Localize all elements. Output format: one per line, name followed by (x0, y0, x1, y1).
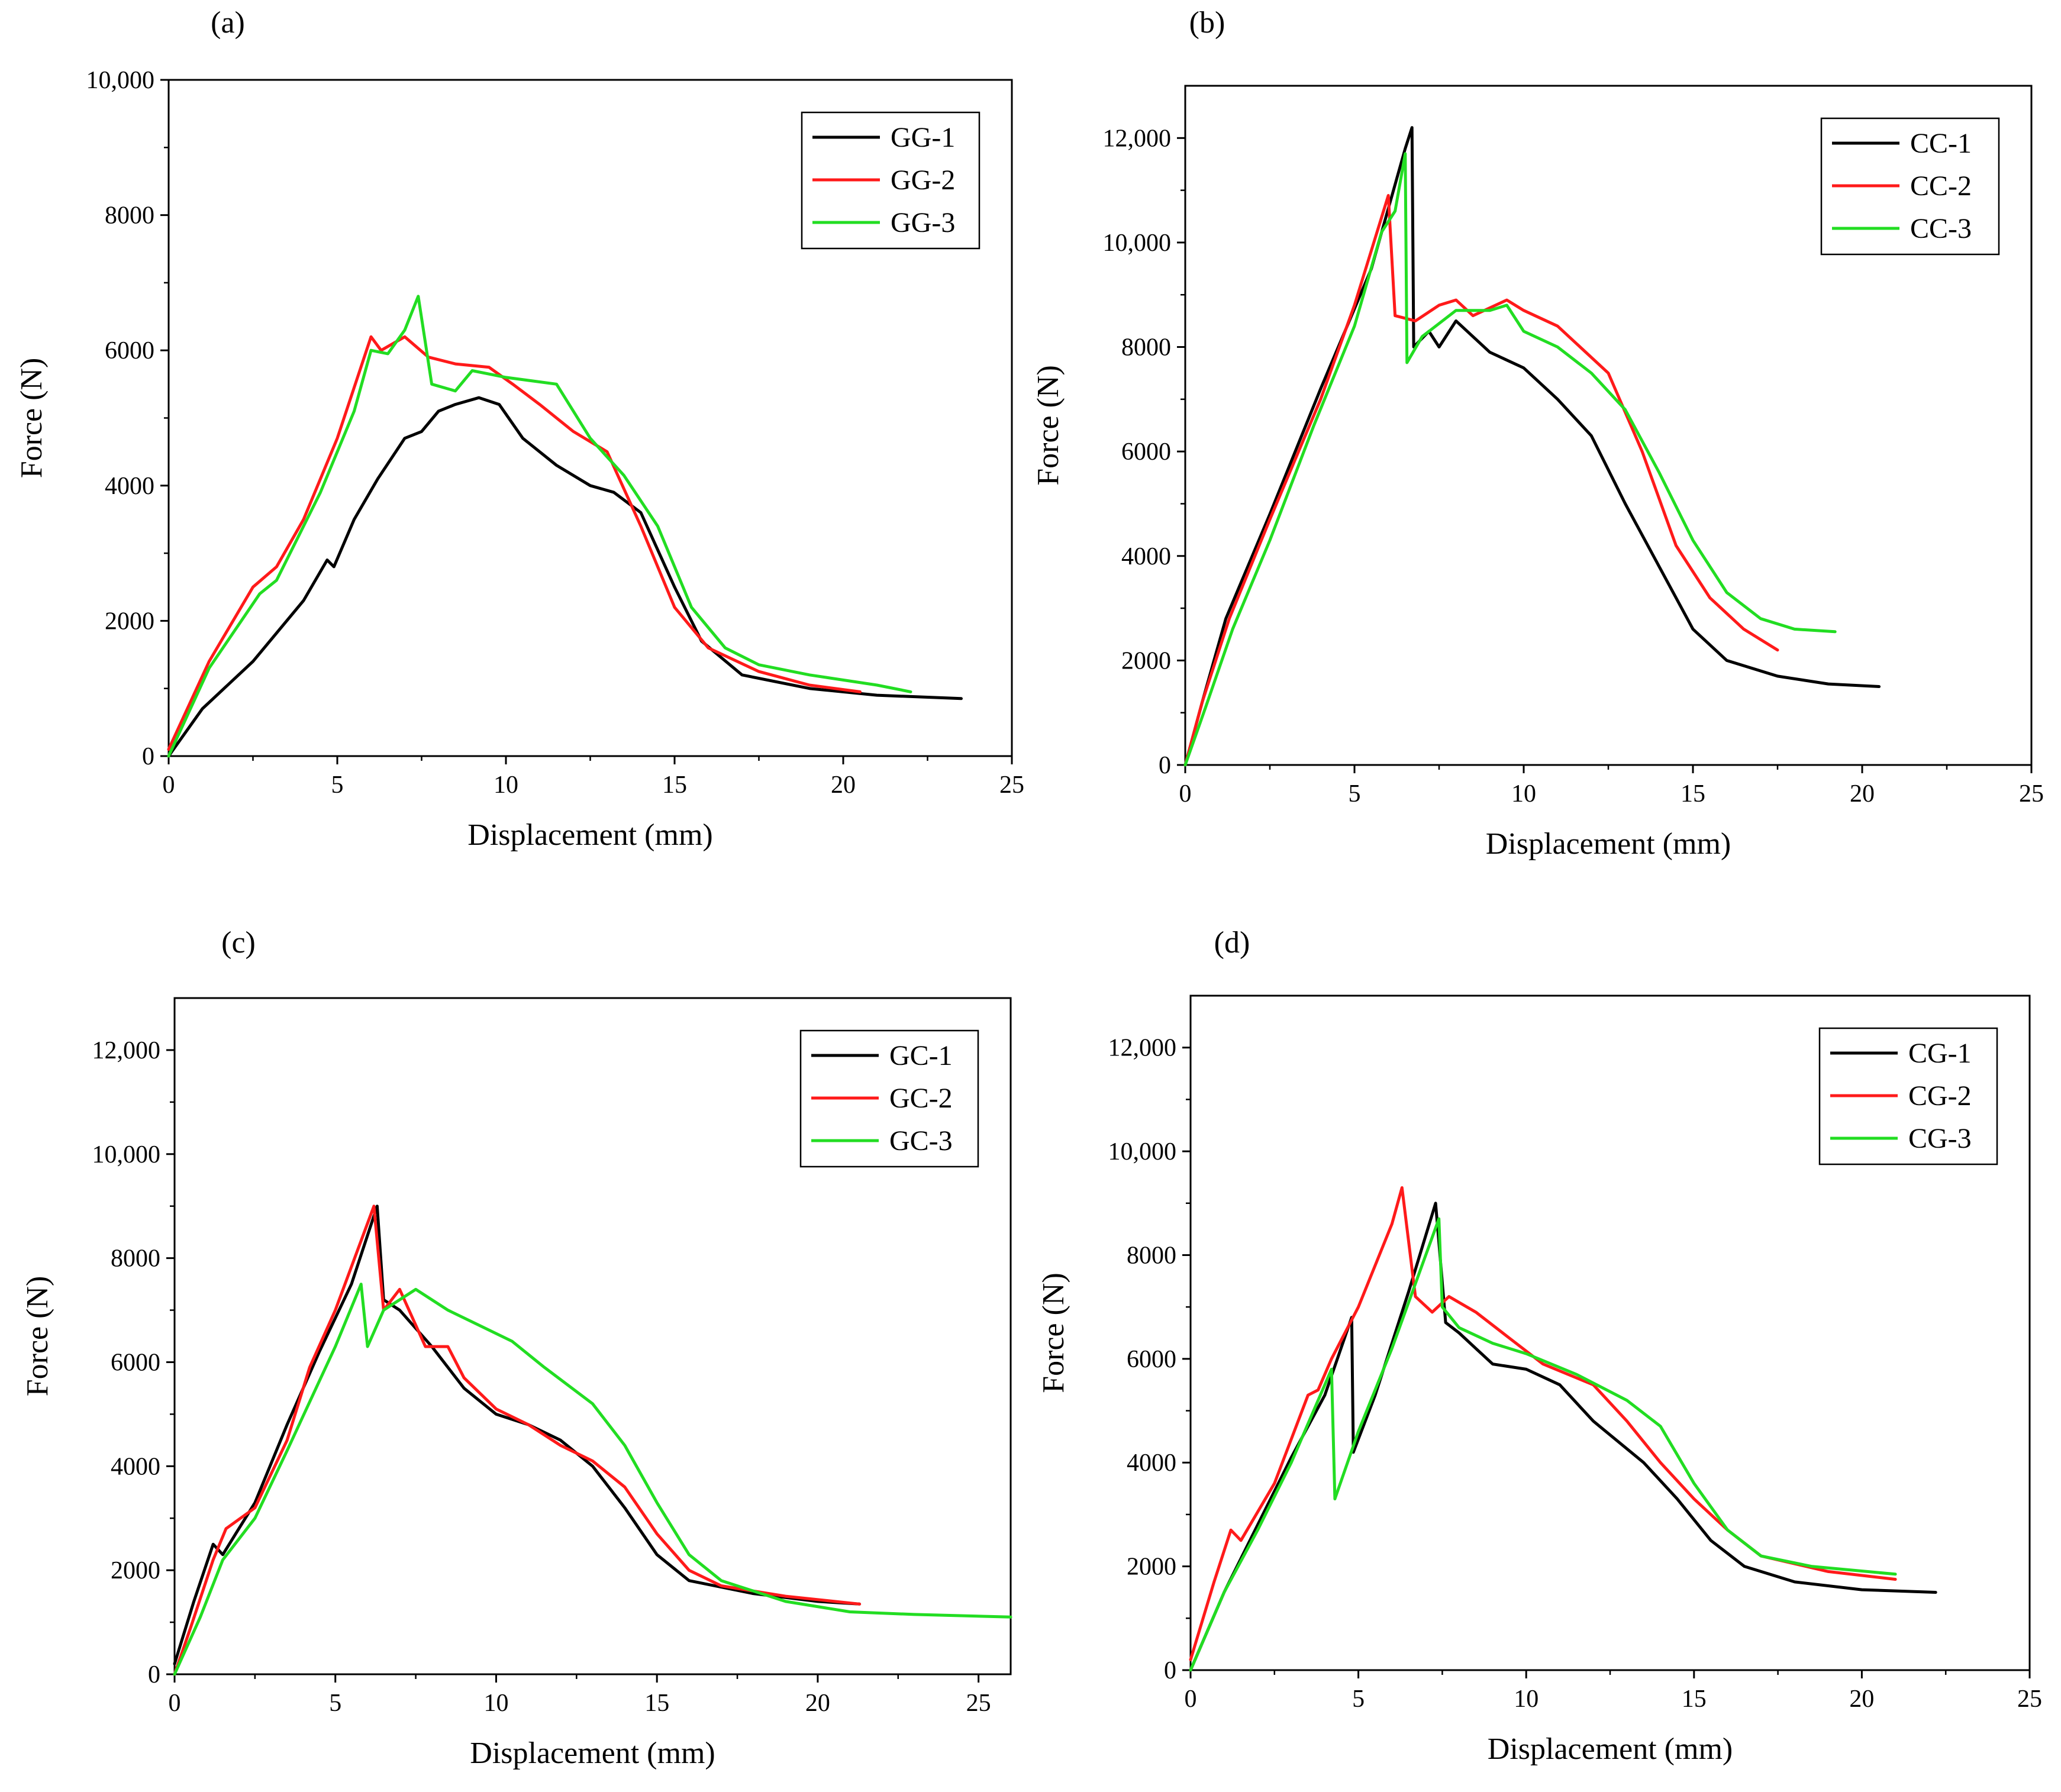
x-tick-label: 10 (1514, 1686, 1539, 1713)
panel-c: (c) 0 5 10 15 20 25 0 2000 4000 6000 8000 10,000 12,0… (21, 926, 1012, 1770)
y-tick-label: 2000 (1121, 647, 1171, 674)
x-tick-label: 5 (331, 771, 344, 799)
legend: CC-1 CC-2 CC-3 (1820, 117, 2000, 256)
y-tick-label: 12,000 (92, 1037, 161, 1064)
x-axis-title: Displacement (mm) (470, 1736, 715, 1770)
y-axis-title: Force (N) (1037, 1273, 1070, 1393)
series-line-cg-2 (1189, 1186, 1897, 1661)
y-tick-label: 2000 (105, 608, 154, 635)
y-tick-label: 10,000 (1103, 230, 1172, 257)
panel-b: (b) 0 5 10 15 20 25 0 2000 4000 6000 8000 10,000 12,0… (1031, 6, 2044, 861)
x-tick-label: 15 (1682, 1686, 1707, 1713)
x-tick-label: 10 (483, 1690, 508, 1717)
y-tick-label: 2000 (1127, 1554, 1176, 1581)
y-tick-label: 10,000 (86, 67, 155, 94)
series-line-gg-2 (167, 335, 862, 751)
series-line-gg-3 (167, 295, 912, 758)
x-axis-title: Displacement (mm) (1486, 827, 1731, 861)
y-tick-label: 4000 (111, 1453, 160, 1480)
x-tick-label: 20 (805, 1690, 830, 1717)
legend-label: CG-1 (1908, 1038, 1972, 1069)
x-tick-label: 15 (662, 771, 687, 799)
x-tick-label: 0 (163, 771, 175, 799)
panel-label: (b) (1189, 6, 1225, 40)
legend: GC-1 GC-2 GC-3 (799, 1029, 979, 1168)
y-axis-title: Force (N) (15, 358, 49, 479)
y-axis-title: Force (N) (21, 1276, 54, 1397)
y-tick-label: 6000 (1121, 438, 1171, 466)
x-tick-label: 15 (1681, 780, 1705, 808)
x-tick-label: 15 (644, 1690, 669, 1717)
x-tick-label: 20 (831, 771, 856, 799)
legend-label: GC-2 (889, 1083, 953, 1114)
y-tick-label: 4000 (105, 473, 154, 500)
y-tick-label: 0 (1159, 752, 1171, 779)
legend: CG-1 CG-2 CG-3 (1818, 1027, 1998, 1165)
x-tick-label: 25 (2019, 780, 2044, 808)
series-line-gc-3 (173, 1283, 1012, 1676)
x-tick-label: 25 (999, 771, 1024, 799)
x-tick-label: 5 (1349, 780, 1361, 808)
y-tick-label: 8000 (1127, 1242, 1176, 1269)
y-tick-label: 6000 (1127, 1346, 1176, 1373)
series-line-cc-3 (1183, 152, 1837, 767)
y-tick-label: 8000 (1121, 334, 1171, 361)
legend-label: GC-1 (889, 1040, 953, 1071)
x-tick-label: 10 (494, 771, 518, 799)
series-line-gc-1 (173, 1205, 862, 1665)
panel-d: (d) 0 5 10 15 20 25 0 2000 4000 6000 8000 10,000 12,0… (1037, 926, 2042, 1766)
y-tick-label: 4000 (1127, 1449, 1176, 1477)
y-tick-label: 0 (1164, 1657, 1176, 1684)
legend-label: GC-3 (889, 1125, 953, 1157)
x-tick-label: 20 (1850, 780, 1875, 808)
panel-label: (d) (1214, 926, 1250, 960)
x-tick-label: 10 (1511, 780, 1536, 808)
y-tick-label: 0 (148, 1661, 160, 1688)
series-line-gg-1 (167, 396, 963, 758)
legend: GG-1 GG-2 GG-3 (801, 111, 980, 250)
legend-label: GG-1 (891, 122, 955, 153)
legend-label: CG-2 (1908, 1080, 1972, 1112)
legend-label: CC-3 (1910, 213, 1972, 244)
series-line-cg-3 (1189, 1217, 1897, 1672)
x-axis-title: Displacement (mm) (1488, 1732, 1733, 1766)
series-line-gc-2 (173, 1205, 862, 1676)
y-axis-title: Force (N) (1031, 365, 1065, 486)
y-tick-label: 0 (142, 743, 154, 770)
series-line-cc-1 (1183, 126, 1881, 767)
x-tick-label: 20 (1849, 1686, 1874, 1713)
series-line-cc-2 (1183, 193, 1779, 767)
plot-frame (173, 997, 1012, 1675)
legend-label: GG-3 (891, 207, 955, 238)
y-tick-label: 8000 (111, 1245, 160, 1273)
legend-label: CC-2 (1910, 170, 1972, 202)
y-tick-label: 12,000 (1108, 1035, 1177, 1062)
y-tick-label: 2000 (111, 1557, 160, 1584)
y-tick-label: 10,000 (92, 1141, 161, 1168)
y-tick-label: 4000 (1121, 543, 1171, 570)
x-tick-label: 25 (2017, 1686, 2042, 1713)
series-line-cg-1 (1189, 1202, 1937, 1672)
y-tick-label: 12,000 (1103, 125, 1172, 152)
x-tick-label: 5 (1352, 1686, 1365, 1713)
panel-a: (a) 0 5 10 15 20 25 0 2000 4000 6000 8000 10,000 Disp… (15, 6, 1024, 852)
y-tick-label: 6000 (111, 1349, 160, 1376)
x-tick-label: 5 (329, 1690, 341, 1717)
legend-label: CG-3 (1908, 1123, 1972, 1154)
x-tick-label: 0 (1185, 1686, 1197, 1713)
y-tick-label: 6000 (105, 337, 154, 364)
x-tick-label: 25 (966, 1690, 991, 1717)
y-tick-label: 8000 (105, 202, 154, 230)
panel-label: (c) (221, 926, 256, 960)
x-axis-title: Displacement (mm) (467, 818, 712, 852)
legend-label: GG-2 (891, 164, 955, 196)
x-tick-label: 0 (169, 1690, 181, 1717)
y-tick-label: 10,000 (1108, 1138, 1177, 1165)
panel-label: (a) (211, 6, 245, 40)
legend-label: CC-1 (1910, 128, 1972, 159)
x-tick-label: 0 (1179, 780, 1192, 808)
